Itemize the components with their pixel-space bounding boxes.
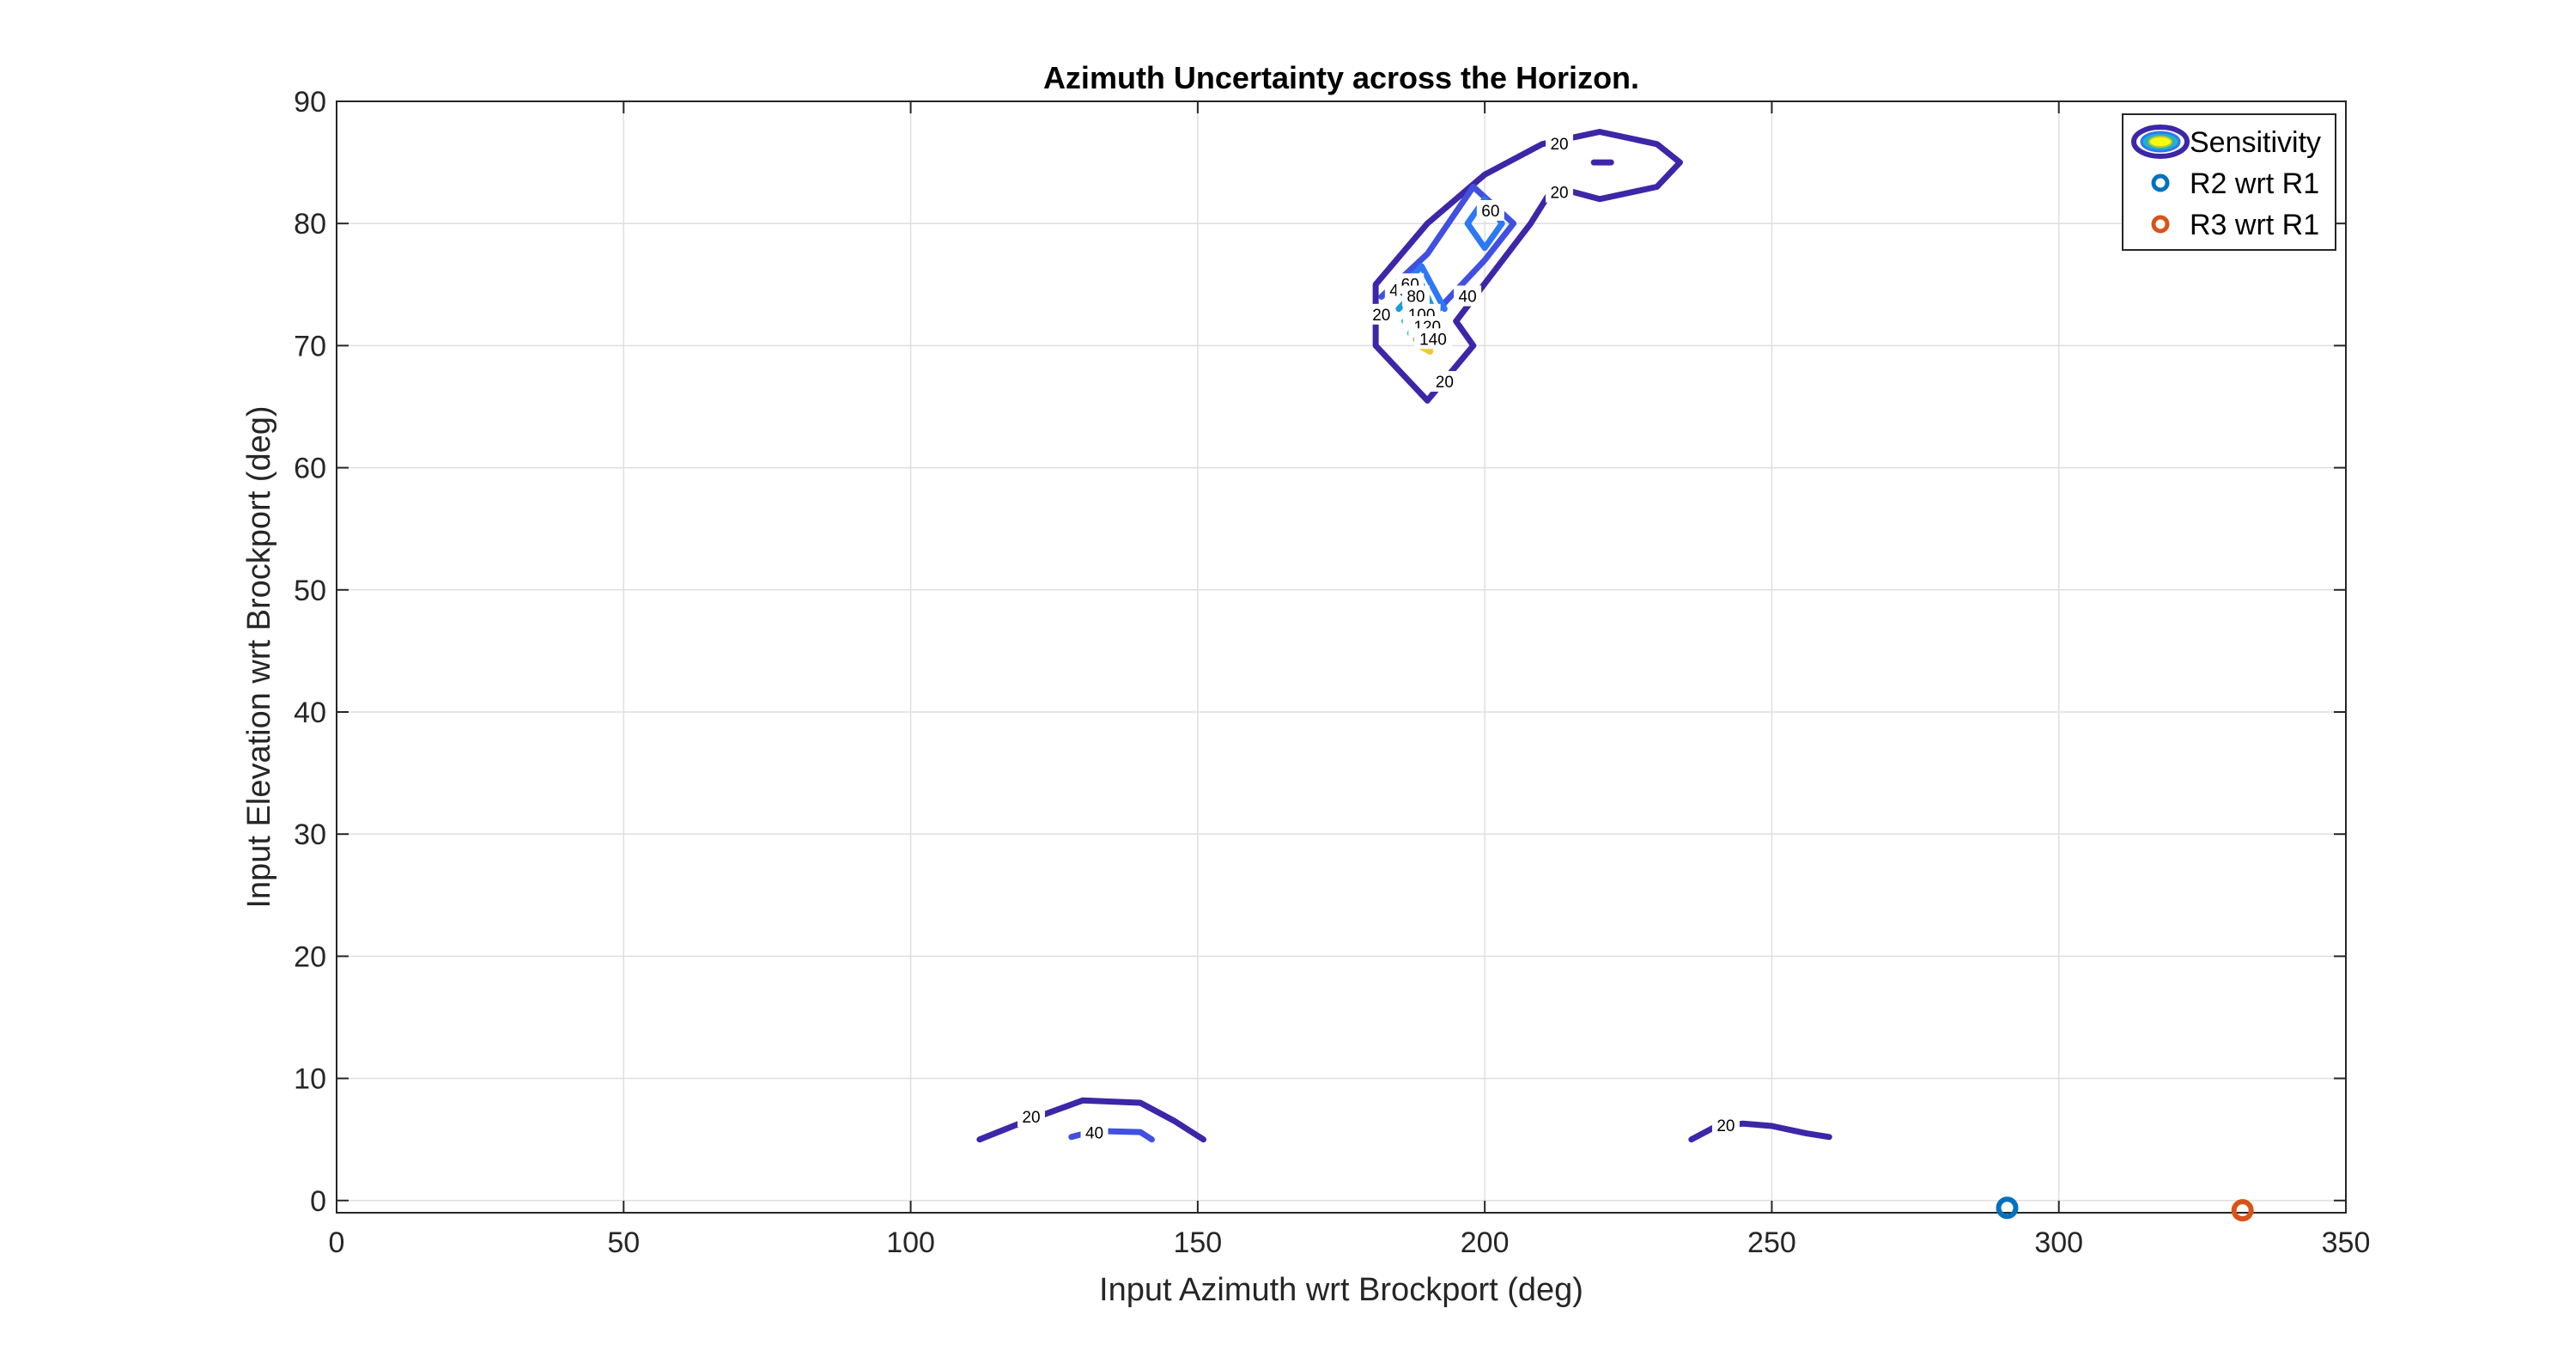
contour-label-bg [1017, 1106, 1045, 1128]
legend-contour-swatch-core [2148, 136, 2172, 148]
contour-label-bg [1476, 199, 1504, 221]
contour-label: 20 [1550, 136, 1568, 154]
contour-line-level-20 [1372, 129, 1683, 404]
legend: Sensitivity R2 wrt R1 R3 wrt R1 [2122, 113, 2336, 251]
contour-label-bg [1546, 132, 1574, 154]
x-tick-label: 150 [1173, 1226, 1222, 1259]
contour-line-level-20 [1688, 1120, 1832, 1143]
y-tick-label: 20 [294, 940, 326, 973]
chart-title: Azimuth Uncertainty across the Horizon. [1043, 60, 1639, 95]
y-axis-label: Input Elevation wrt Brockport (deg) [241, 405, 277, 908]
contour-label: 20 [1436, 374, 1454, 392]
x-tick-label: 250 [1747, 1226, 1796, 1259]
contour-label-bg [1367, 303, 1395, 325]
contour-label: 40 [1085, 1125, 1103, 1143]
contour-label-bg [1401, 285, 1430, 307]
contour-label-bg [1711, 1115, 1740, 1136]
axis-ticks: 0 50 100 150 200 250 300 350 0 10 20 30 40 50 60 70 80 90 [294, 86, 2370, 1259]
contour-label-bg [1431, 371, 1459, 393]
x-tick-label: 350 [2322, 1226, 2371, 1259]
contour-label-bg [1080, 1122, 1109, 1143]
x-tick-label: 0 [329, 1226, 345, 1259]
contour-label: 20 [1022, 1109, 1040, 1127]
contour-label-bg [1546, 181, 1574, 203]
legend-entry-label: R3 wrt R1 [2190, 209, 2319, 241]
contour-label-bg [1454, 285, 1482, 307]
x-axis-label: Input Azimuth wrt Brockport (deg) [1099, 1272, 1583, 1308]
y-tick-label: 70 [294, 330, 326, 362]
contour-labels: 202060402040608010012014020204020 [1017, 132, 1740, 1143]
y-tick-label: 50 [294, 575, 326, 607]
contour-label-bg [1413, 328, 1452, 350]
marker-r2-wrt-r1 [1996, 1196, 2019, 1220]
legend-entry-label: R2 wrt R1 [2190, 167, 2319, 200]
legend-entry-label: Sensitivity [2190, 126, 2321, 159]
x-tick-label: 200 [1461, 1226, 1510, 1259]
legend-marker-swatch [2151, 173, 2170, 192]
x-tick-label: 100 [886, 1226, 935, 1259]
y-tick-label: 30 [294, 819, 326, 851]
y-tick-label: 60 [294, 453, 326, 485]
contour-label: 60 [1481, 203, 1499, 221]
marker-r3-wrt-r1 [2231, 1199, 2254, 1222]
contour-label: 20 [1550, 185, 1568, 203]
y-tick-label: 40 [294, 697, 326, 729]
receiver-markers [1996, 1196, 2254, 1222]
x-tick-label: 300 [2034, 1226, 2083, 1259]
contour-label: 20 [1716, 1117, 1735, 1135]
x-tick-label: 50 [607, 1226, 640, 1259]
y-tick-label: 10 [294, 1063, 326, 1096]
contour-label: 40 [1459, 289, 1477, 307]
legend-marker-swatch [2151, 215, 2170, 234]
axes-box [336, 100, 2347, 1214]
y-tick-label: 90 [294, 86, 326, 119]
y-tick-label: 80 [294, 208, 326, 240]
y-tick-label: 0 [310, 1185, 326, 1218]
contour-label: 20 [1372, 307, 1390, 325]
contour-label: 80 [1406, 289, 1425, 307]
legend-contour-swatch [2131, 125, 2190, 159]
contour-label: 140 [1419, 331, 1447, 349]
